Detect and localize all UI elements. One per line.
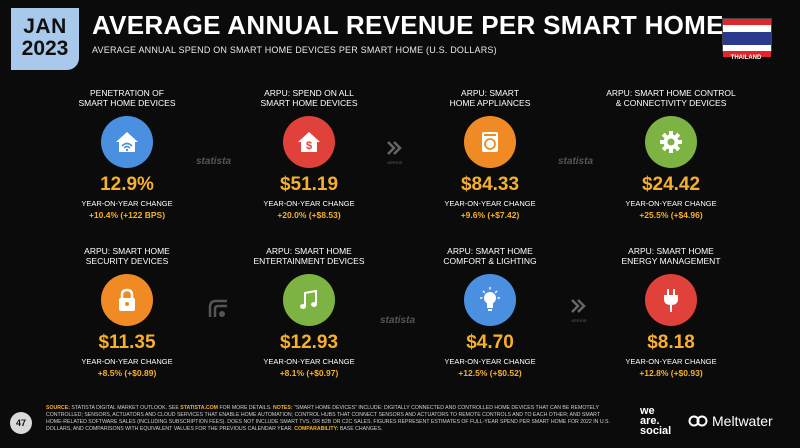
stat-card-arpu-all: ARPU: SPEND ON ALL SMART HOME DEVICES $ $… [229,86,389,220]
stat-card-penetration: PENETRATION OF SMART HOME DEVICES 12.9% Y… [47,86,207,220]
stat-card-arpu-appliances: ARPU: SMART HOME APPLIANCES $84.33 YEAR-O… [410,86,570,220]
yoy-change: +8.1% (+$0.97) [279,368,339,378]
stat-card-arpu-control: ARPU: SMART HOME CONTROL & CONNECTIVITY D… [591,86,751,220]
yoy-change: +10.4% (+122 BPS) [88,210,166,220]
plug-icon [645,274,697,326]
gear-icon [645,116,697,168]
stat-value: $4.70 [466,332,514,353]
thailand-flag-icon [722,18,772,58]
kepios-logo-icon: KEPIOS [570,298,588,329]
stat-card-arpu-comfort: ARPU: SMART HOME COMFORT & LIGHTING $4.70… [410,244,570,378]
stat-card-arpu-entertainment: ARPU: SMART HOME ENTERTAINMENT DEVICES $1… [229,244,389,378]
washing-machine-icon [464,116,516,168]
stat-value: 12.9% [100,174,154,195]
card-label: ARPU: SMART HOME ENTERTAINMENT DEVICES [253,246,365,266]
stat-value: $24.42 [641,174,701,195]
page-subtitle: AVERAGE ANNUAL SPEND ON SMART HOME DEVIC… [92,45,497,55]
card-label: ARPU: SMART HOME CONTROL & CONNECTIVITY D… [606,88,736,108]
yoy-label: YEAR-ON-YEAR CHANGE [444,199,536,208]
card-label: ARPU: SMART HOME SECURITY DEVICES [84,246,170,266]
smart-home-icon [101,116,153,168]
yoy-label: YEAR-ON-YEAR CHANGE [444,357,536,366]
yoy-change: +9.6% (+$7.42) [460,210,520,220]
stat-value: $8.18 [647,332,695,353]
yoy-label: YEAR-ON-YEAR CHANGE [81,357,173,366]
yoy-change: +12.5% (+$0.52) [458,368,522,378]
card-label: PENETRATION OF SMART HOME DEVICES [78,88,176,108]
yoy-change: +20.0% (+$8.53) [277,210,341,220]
card-label: ARPU: SPEND ON ALL SMART HOME DEVICES [260,88,358,108]
yoy-change: +12.8% (+$0.93) [639,368,703,378]
yoy-label: YEAR-ON-YEAR CHANGE [263,199,355,208]
stat-card-arpu-security: ARPU: SMART HOME SECURITY DEVICES $11.35 … [47,244,207,378]
yoy-label: YEAR-ON-YEAR CHANGE [263,357,355,366]
stat-value: $51.19 [279,174,339,195]
page-number: 47 [10,412,32,434]
card-label: ARPU: SMART HOME COMFORT & LIGHTING [443,246,537,266]
yoy-label: YEAR-ON-YEAR CHANGE [81,199,173,208]
yoy-change: +8.5% (+$0.89) [97,368,157,378]
statista-watermark: statista [558,156,594,167]
we-are-social-watermark-icon [207,297,231,326]
meltwater-logo: Meltwater [688,413,773,429]
date-year: 2023 [21,37,69,60]
card-label: ARPU: SMART HOME ENERGY MANAGEMENT [621,246,721,266]
lightbulb-icon [464,274,516,326]
music-note-icon [283,274,335,326]
statista-watermark: statista [196,156,232,167]
page-title: AVERAGE ANNUAL REVENUE PER SMART HOME [92,10,724,40]
country-label: THAILAND [730,55,762,61]
yoy-change: +25.5% (+$4.96) [639,210,703,220]
meltwater-icon [688,415,708,427]
footer-notes: SOURCE: STATISTA DIGITAL MARKET OUTLOOK.… [46,405,610,432]
svg-text:KEPIOS: KEPIOS [388,160,403,165]
kepios-logo-icon: KEPIOS [386,140,404,171]
date-badge: JAN 2023 [11,8,79,70]
padlock-icon [101,274,153,326]
statista-watermark: statista [380,315,416,326]
stat-value: $84.33 [460,174,520,195]
we-are-social-logo: we are. social [640,405,672,437]
dollar-house-icon: $ [283,116,335,168]
card-label: ARPU: SMART HOME APPLIANCES [449,88,531,108]
svg-text:KEPIOS: KEPIOS [572,318,587,323]
date-month: JAN [23,15,67,38]
stat-card-arpu-energy: ARPU: SMART HOME ENERGY MANAGEMENT $8.18 … [591,244,751,378]
yoy-label: YEAR-ON-YEAR CHANGE [625,357,717,366]
stat-value: $11.35 [98,332,156,353]
yoy-label: YEAR-ON-YEAR CHANGE [625,199,717,208]
svg-text:$: $ [306,140,312,152]
stat-value: $12.93 [279,332,339,353]
